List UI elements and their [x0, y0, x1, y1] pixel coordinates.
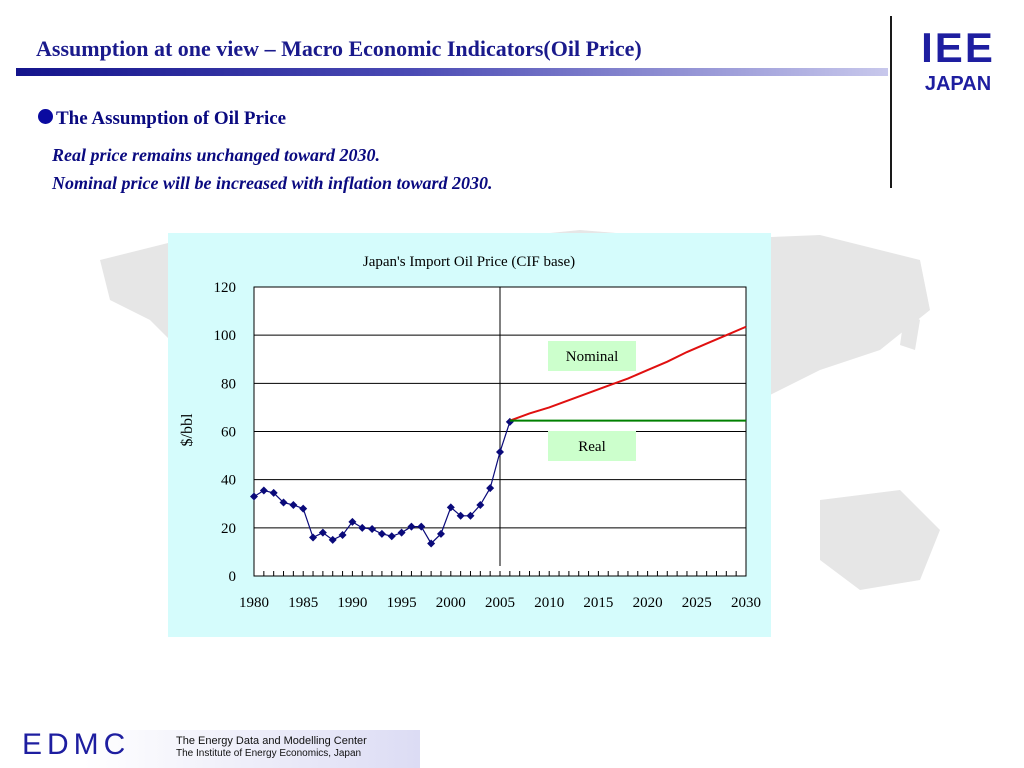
x-tick-label: 2030 — [731, 595, 761, 611]
iee-japan-logo: IEE JAPAN — [921, 24, 995, 95]
y-tick-label: 60 — [221, 425, 236, 441]
x-tick-label: 1985 — [288, 595, 318, 611]
x-tick-label: 2015 — [583, 595, 613, 611]
logo-top-text: IEE — [921, 24, 995, 71]
y-tick-label: 20 — [221, 521, 236, 537]
footer-bar — [0, 730, 420, 768]
slide-title: Assumption at one view – Macro Economic … — [36, 36, 642, 61]
header-divider — [890, 16, 892, 188]
oil-price-chart: Japan's Import Oil Price (CIF base) $/bb… — [179, 254, 761, 611]
y-tick-label: 80 — [221, 376, 236, 392]
data-point-marker — [318, 528, 327, 537]
x-tick-label: 2005 — [485, 595, 515, 611]
x-tick-label: 1990 — [337, 595, 367, 611]
description-line: Nominal price will be increased with inf… — [52, 173, 493, 193]
data-point-marker — [496, 447, 504, 456]
y-axis-label: $/bbl — [179, 413, 196, 446]
x-tick-label: 2000 — [436, 595, 466, 611]
y-tick-label: 120 — [214, 280, 237, 296]
y-tick-label: 100 — [214, 328, 237, 344]
data-point-marker — [289, 500, 298, 509]
data-point-marker — [446, 503, 455, 512]
data-point-marker — [407, 522, 416, 531]
data-point-marker — [387, 532, 396, 541]
y-tick-label: 40 — [221, 473, 236, 489]
x-tick-label: 2010 — [534, 595, 564, 611]
data-point-marker — [417, 522, 426, 531]
data-point-marker — [436, 529, 445, 538]
chart-title: Japan's Import Oil Price (CIF base) — [363, 254, 575, 270]
title-underline — [16, 68, 888, 76]
x-tick-label: 1980 — [239, 595, 269, 611]
x-tick-label: 1995 — [387, 595, 417, 611]
data-point-marker — [279, 498, 288, 507]
x-tick-label: 2020 — [633, 595, 663, 611]
data-point-marker — [299, 504, 308, 513]
data-point-marker — [358, 523, 367, 532]
data-point-marker — [476, 500, 485, 509]
data-point-marker — [368, 525, 377, 534]
chart-panel: Japan's Import Oil Price (CIF base) $/bb… — [168, 233, 771, 637]
data-point-marker — [309, 533, 318, 542]
edmc-institute-name: The Institute of Energy Economics, Japan — [176, 748, 362, 759]
edmc-logo: EDMC — [22, 728, 131, 761]
x-tick-label: 2025 — [682, 595, 712, 611]
data-point-marker — [377, 529, 386, 538]
data-point-marker — [397, 528, 406, 537]
data-point-marker — [328, 535, 337, 544]
description-line: Real price remains unchanged toward 2030… — [52, 145, 381, 165]
y-tick-label: 0 — [229, 569, 237, 585]
data-point-marker — [250, 492, 258, 501]
nominal-series-label: Nominal — [566, 349, 619, 365]
data-point-marker — [259, 486, 268, 495]
data-point-marker — [338, 531, 347, 540]
nominal-label-box — [548, 341, 636, 371]
bullet-icon — [38, 109, 53, 124]
data-point-marker — [348, 517, 357, 526]
data-point-marker — [486, 484, 495, 493]
edmc-center-name: The Energy Data and Modelling Center — [176, 735, 367, 747]
logo-bottom-text: JAPAN — [925, 73, 991, 95]
real-label-box — [548, 431, 636, 461]
nominal-price-line — [509, 325, 747, 422]
bullet-heading: The Assumption of Oil Price — [56, 108, 287, 129]
data-point-marker — [269, 488, 278, 497]
data-point-marker — [427, 539, 436, 548]
real-series-label: Real — [578, 439, 606, 455]
